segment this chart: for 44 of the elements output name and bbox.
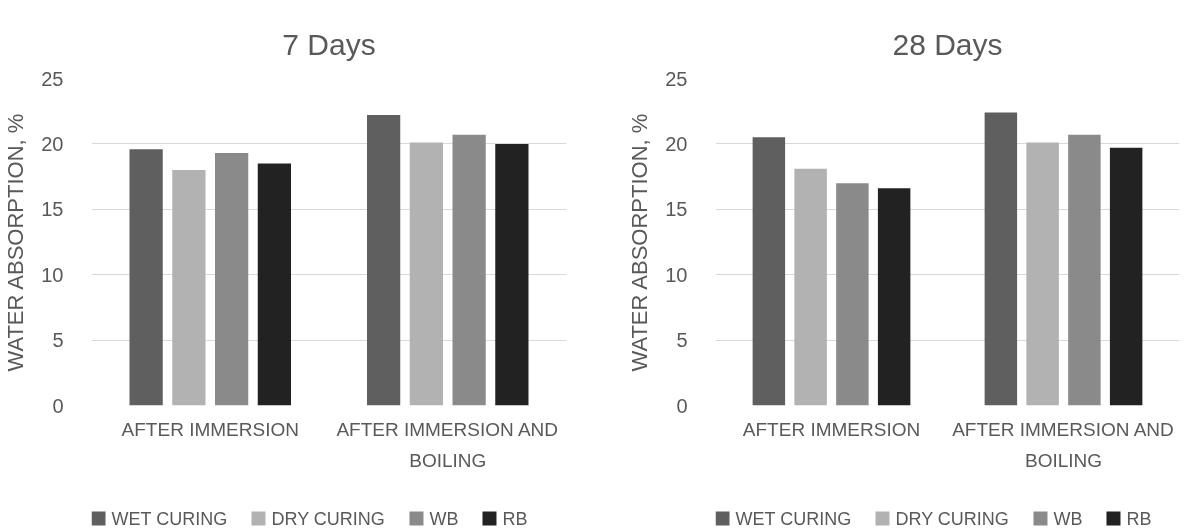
x-tick-label: AFTER IMMERSION [742,418,921,440]
y-tick-label: 10 [665,263,688,286]
legend-label: WB [429,508,459,529]
y-tick-label: 5 [52,329,64,352]
y-tick-label: 10 [41,263,64,286]
y-axis-title: WATER ABSORPTION, % [3,113,29,372]
bar [984,112,1018,406]
legend-label: WET CURING [735,508,852,529]
y-tick-label: 25 [41,67,64,90]
bar [367,115,401,406]
y-tick-label: 20 [41,132,64,155]
bar [409,142,443,406]
y-tick-label: 25 [665,67,688,90]
x-tick-label: AFTER IMMERSION AND BOILING [952,418,1174,471]
legend-label: WB [1053,508,1083,529]
y-tick-label: 0 [676,394,688,417]
y-tick-label: 5 [676,329,688,352]
bar [172,170,206,406]
bar [452,134,486,406]
bar [129,149,163,406]
y-tick-label: 15 [41,198,64,221]
bar [877,188,911,406]
bar [752,137,786,406]
x-tick-label: AFTER IMMERSION [121,418,299,440]
y-tick-label: 0 [52,394,64,417]
bar [794,168,827,406]
chart-title: 28 Days [892,28,1003,61]
legend-label: DRY CURING [895,508,1009,529]
bar [1109,147,1143,406]
legend-label: RB [1126,508,1152,529]
bar [215,153,249,406]
bar [1026,142,1059,406]
y-axis-title: WATER ABSORPTION, % [627,113,653,372]
x-tick-label: AFTER IMMERSION AND BOILING [336,418,559,471]
bar [495,143,529,406]
bar [1068,134,1101,406]
bar [257,163,291,406]
y-tick-label: 15 [665,198,688,221]
legend-label: RB [502,508,528,529]
legend-label: WET CURING [111,508,228,529]
legend-label: DRY CURING [271,508,385,529]
y-tick-label: 20 [665,132,688,155]
bar [836,183,869,406]
chart-title: 7 Days [282,28,376,61]
